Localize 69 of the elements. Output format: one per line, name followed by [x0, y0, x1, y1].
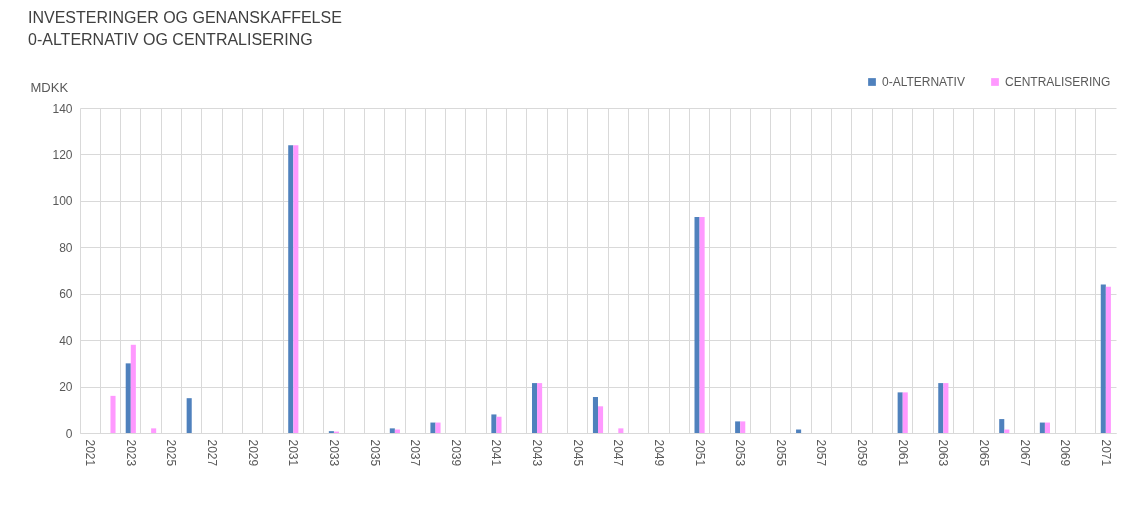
y-tick-label: 140 [52, 101, 73, 116]
bar [598, 406, 604, 433]
x-tick-label: 2055 [773, 439, 788, 467]
bar [151, 428, 157, 433]
chart-title: INVESTERINGER OG GENANSKAFFELSE [28, 9, 342, 26]
y-tick-label: 20 [59, 380, 73, 395]
bar [902, 392, 908, 433]
x-tick-label: 2031 [286, 439, 301, 467]
bar [430, 422, 436, 433]
x-tick-label: 2069 [1058, 439, 1073, 467]
x-tick-label: 2063 [936, 439, 951, 467]
bar [735, 421, 741, 433]
bar [186, 398, 192, 433]
legend-label: CENTRALISERING [1005, 75, 1111, 89]
bar [435, 422, 441, 433]
x-tick-label: 2047 [611, 439, 626, 467]
x-tick-label: 2029 [245, 439, 260, 467]
x-tick-label: 2049 [651, 439, 666, 467]
bar [130, 344, 136, 433]
bar [699, 217, 705, 433]
bar [293, 145, 299, 433]
bar [125, 363, 131, 433]
x-tick-label: 2035 [367, 439, 382, 467]
bar [618, 428, 624, 433]
x-tick-label: 2065 [976, 439, 991, 467]
x-tick-label: 2071 [1098, 439, 1113, 467]
x-tick-label: 2051 [692, 439, 707, 467]
x-tick-label: 2033 [326, 439, 341, 467]
y-tick-label: 60 [59, 287, 73, 302]
bar [288, 145, 294, 433]
bar [740, 421, 746, 433]
bar [1044, 422, 1050, 433]
x-tick-label: 2037 [408, 439, 423, 467]
x-tick-label: 2045 [570, 439, 585, 467]
y-tick-label: 80 [59, 240, 73, 255]
bar [1039, 422, 1045, 433]
bar [110, 395, 116, 433]
x-tick-label: 2041 [489, 439, 504, 467]
bar [491, 414, 497, 433]
bar [389, 428, 395, 433]
y-axis-title: MDKK [30, 79, 69, 95]
y-tick-label: 40 [59, 333, 73, 348]
bar [496, 416, 502, 433]
x-tick-label: 2059 [855, 439, 870, 467]
y-tick-label: 120 [52, 147, 73, 162]
bar [999, 419, 1005, 433]
x-tick-label: 2057 [814, 439, 829, 467]
bar [1105, 286, 1111, 433]
bar [531, 383, 538, 433]
x-tick-label: 2043 [530, 439, 545, 467]
chart-subtitle: 0-ALTERNATIV OG CENTRALISERING [28, 31, 313, 48]
bar [943, 383, 949, 433]
x-tick-label: 2061 [895, 439, 910, 467]
x-tick-label: 2067 [1017, 439, 1032, 467]
bar [694, 217, 700, 433]
x-tick-label: 2027 [205, 439, 220, 467]
bar [938, 383, 944, 433]
y-tick-label: 0 [65, 426, 73, 441]
bar [897, 392, 903, 433]
bar [592, 397, 598, 433]
x-tick-label: 2021 [83, 439, 98, 467]
bar [537, 383, 543, 433]
y-tick-label: 100 [52, 194, 73, 209]
bar [1100, 284, 1106, 433]
x-tick-label: 2023 [123, 439, 138, 467]
x-tick-label: 2039 [448, 439, 463, 467]
x-tick-label: 2053 [733, 439, 748, 467]
legend-label: 0-ALTERNATIV [882, 75, 965, 89]
x-tick-label: 2025 [164, 439, 179, 467]
